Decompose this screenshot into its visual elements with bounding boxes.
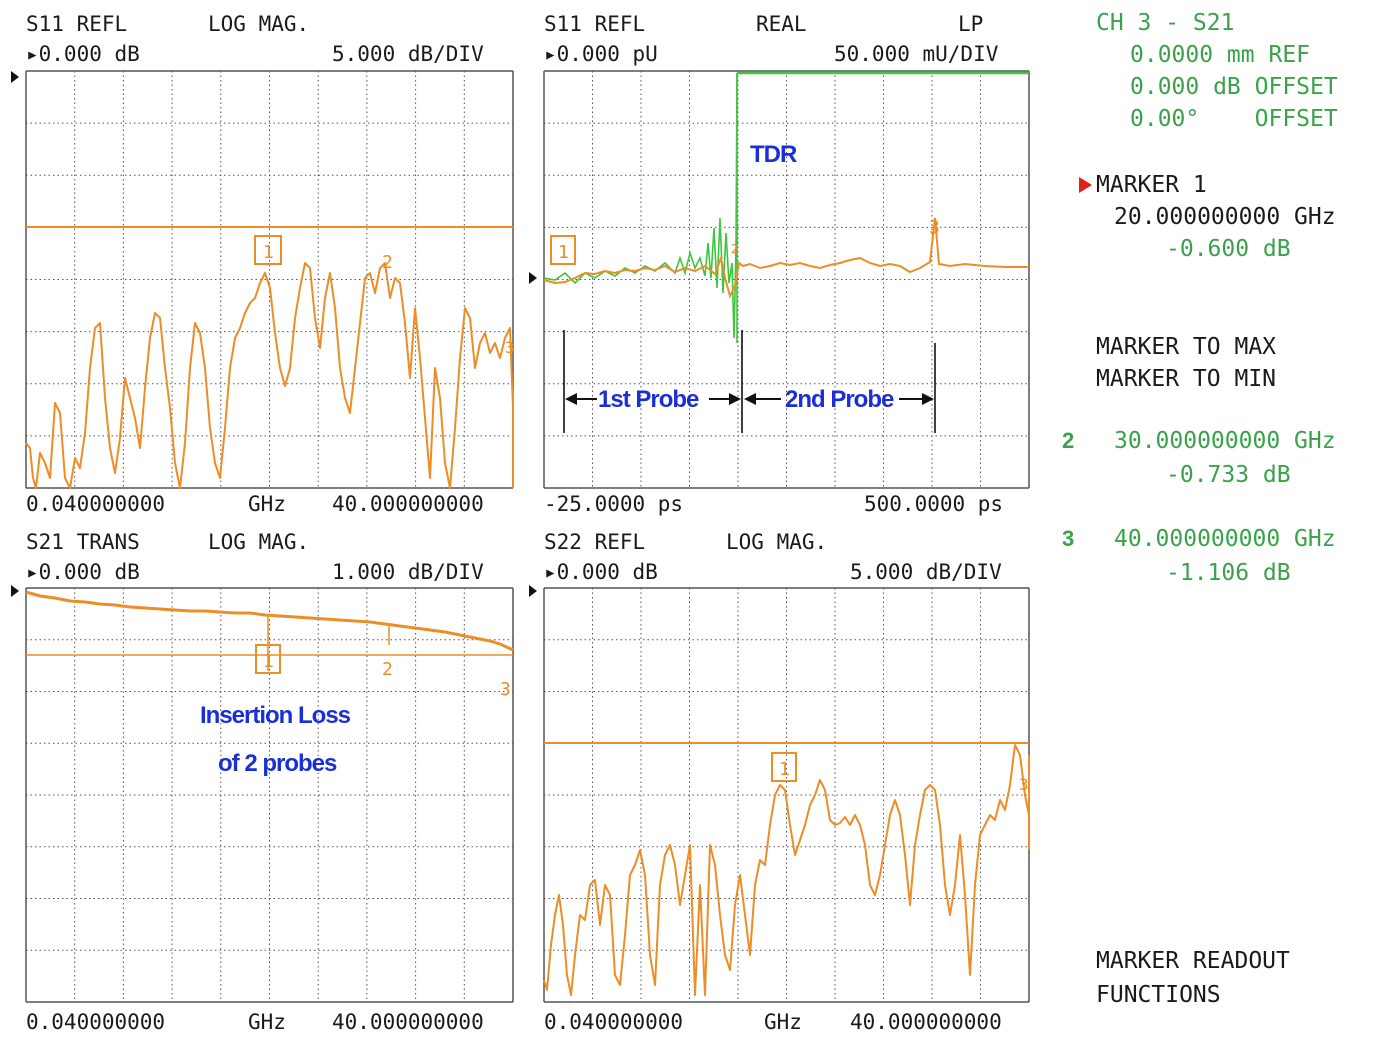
- marker-1-label: 1: [558, 242, 569, 263]
- x-stop-label: 500.0000 ps: [864, 492, 1004, 516]
- panel-title-format: REAL: [756, 12, 807, 36]
- channel-title: CH 3 - S21: [1096, 10, 1235, 36]
- marker-1-box: [550, 235, 576, 265]
- reference-arrow-icon: [529, 272, 537, 284]
- marker-1-value: -0.600 dB: [1166, 236, 1291, 262]
- panel-title-mode: LP: [958, 12, 984, 36]
- x-start-label: -25.0000 ps: [544, 492, 684, 516]
- trace: [25, 590, 514, 652]
- panel-title-format: LOG MAG.: [208, 530, 310, 554]
- active-marker-arrow-icon: [1079, 177, 1092, 193]
- marker-2-label: 2: [382, 659, 393, 680]
- marker-1-title[interactable]: MARKER 1: [1096, 172, 1207, 198]
- marker-3-label: 3: [500, 679, 511, 700]
- marker-1-label: 1: [779, 759, 790, 780]
- marker-1-label: 1: [263, 242, 274, 263]
- grid: [543, 70, 1030, 489]
- x-unit-label: GHz: [248, 492, 286, 516]
- marker-1-label: 1: [263, 651, 274, 672]
- panel-title-param: S21 TRANS: [26, 530, 140, 554]
- panel-title-param: S11 REFL: [26, 12, 128, 36]
- panel-scale: 5.000 dB/DIV: [332, 42, 484, 66]
- marker-readout-functions-label[interactable]: FUNCTIONS: [1096, 982, 1221, 1008]
- plot-s22-log: 1 3: [529, 585, 1030, 1003]
- panel-reference: ▸0.000 pU: [544, 42, 658, 66]
- panel-scale: 1.000 dB/DIV: [332, 560, 484, 584]
- x-start-label: 0.040000000: [26, 492, 166, 516]
- panel-title-format: LOG MAG.: [726, 530, 828, 554]
- panel-title-param: S11 REFL: [544, 12, 646, 36]
- tdr-annotation: TDR: [750, 141, 797, 168]
- marker-2-value: -0.733 dB: [1166, 462, 1291, 488]
- offset-db: 0.000 dB OFFSET: [1130, 74, 1338, 100]
- arrow-left-icon: [565, 393, 577, 405]
- marker-2-frequency: 30.000000000 GHz: [1114, 428, 1336, 454]
- marker-1-frequency: 20.000000000 GHz: [1114, 204, 1336, 230]
- grid: [543, 587, 1030, 1003]
- first-probe-annotation: 1st Probe: [598, 386, 699, 413]
- panel-scale: 5.000 dB/DIV: [850, 560, 1002, 584]
- marker-3-frequency: 40.000000000 GHz: [1114, 526, 1336, 552]
- marker-2-number: 2: [1062, 428, 1075, 453]
- plot-s21-log: 1 2 3: [11, 585, 514, 1003]
- insertion-loss-annotation-2: of 2 probes: [218, 750, 337, 777]
- marker-to-min-button[interactable]: MARKER TO MIN: [1096, 366, 1277, 392]
- offset-deg: 0.00° OFFSET: [1130, 106, 1338, 132]
- reference-arrow-icon: [529, 585, 537, 597]
- marker-3-number: 3: [1062, 526, 1075, 551]
- arrow-left-icon: [744, 393, 756, 405]
- panel-reference: ▸0.000 dB: [26, 42, 140, 66]
- second-probe-annotation: 2nd Probe: [785, 386, 894, 413]
- trace: [543, 217, 1029, 299]
- arrow-right-icon: [729, 393, 741, 405]
- reference-arrow-icon: [11, 585, 19, 597]
- trace: [543, 744, 1030, 996]
- x-unit-label: GHz: [248, 1010, 286, 1034]
- panel-scale: 50.000 mU/DIV: [834, 42, 999, 66]
- marker-3-value: -1.106 dB: [1166, 560, 1291, 586]
- reference-plane: 0.0000 mm REF: [1130, 42, 1311, 68]
- x-stop-label: 40.000000000: [332, 1010, 484, 1034]
- panel-reference: ▸0.000 dB: [544, 560, 658, 584]
- marker-3-label: 3: [929, 217, 940, 238]
- marker-1-box: [255, 644, 281, 674]
- plot-s11-log: 1 2 3: [11, 70, 515, 489]
- panel-title-format: LOG MAG.: [208, 12, 310, 36]
- trace: [25, 262, 514, 489]
- marker-3-label: 3: [505, 338, 515, 357]
- marker-readout-functions-button[interactable]: MARKER READOUT: [1096, 948, 1290, 974]
- marker-3-label: 3: [1019, 775, 1029, 794]
- marker-2-label: 2: [382, 252, 393, 273]
- x-stop-label: 40.000000000: [332, 492, 484, 516]
- trace-green: [543, 72, 738, 339]
- panel-reference: ▸0.000 dB: [26, 560, 140, 584]
- marker-1-box: [254, 235, 282, 265]
- insertion-loss-annotation: Insertion Loss: [200, 702, 351, 729]
- plot-s11-tdr: 1 2 3: [529, 70, 1030, 489]
- marker-to-max-button[interactable]: MARKER TO MAX: [1096, 334, 1277, 360]
- panel-title-param: S22 REFL: [544, 530, 646, 554]
- x-unit-label: GHz: [764, 1010, 802, 1034]
- reference-arrow-icon: [11, 71, 19, 83]
- marker-1-box: [771, 752, 797, 782]
- x-start-label: 0.040000000: [544, 1010, 684, 1034]
- grid: [25, 587, 514, 1003]
- arrow-right-icon: [922, 393, 934, 405]
- x-stop-label: 40.000000000: [850, 1010, 1002, 1034]
- x-start-label: 0.040000000: [26, 1010, 166, 1034]
- marker-2-label: 2: [731, 242, 738, 256]
- grid: [25, 70, 514, 489]
